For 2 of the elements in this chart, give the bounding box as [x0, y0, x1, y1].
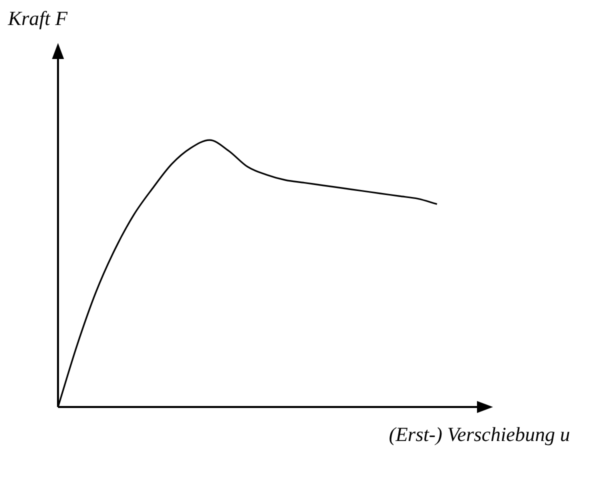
text: Kraft F — [8, 8, 68, 31]
x-axis-title: (Erst-) Verschiebung u — [388, 424, 570, 447]
